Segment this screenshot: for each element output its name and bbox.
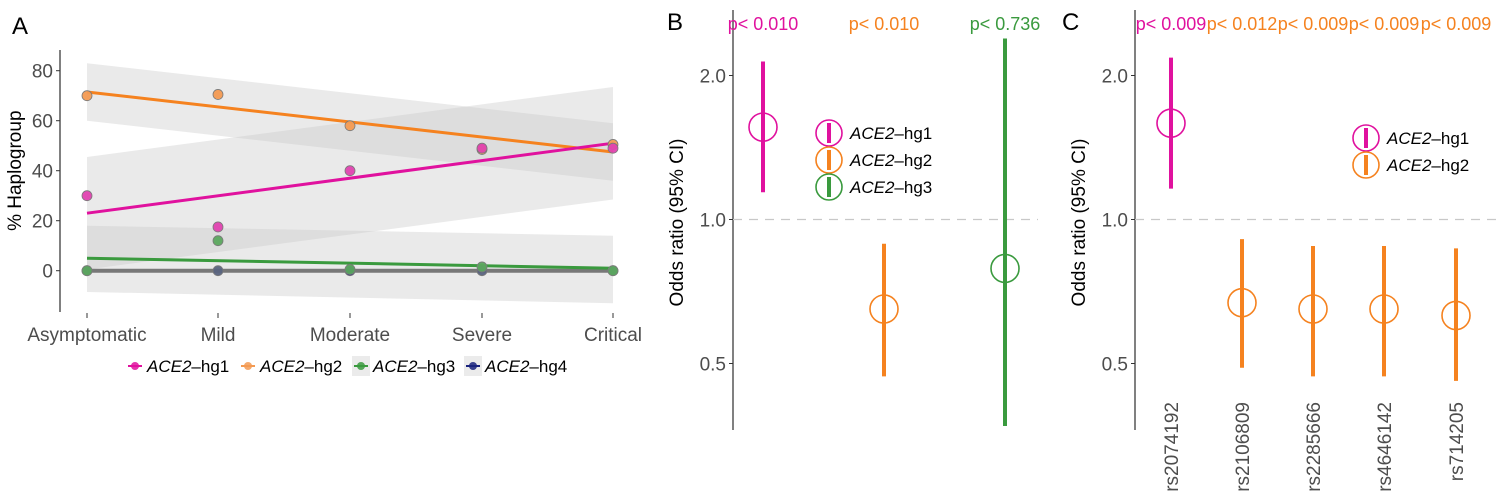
legend-label-hg3: ACE2–hg3 — [372, 357, 455, 376]
x-tick-label: Mild — [201, 325, 236, 346]
odds-ratio-point — [1369, 294, 1399, 324]
trend-line-hg3 — [86, 256, 614, 270]
legend-label-hg1: ACE2–hg1 — [146, 357, 229, 376]
legend-key-dot — [244, 362, 252, 370]
odds-ratio-point — [1227, 287, 1257, 318]
panel-b-letter: B — [667, 9, 683, 36]
legend-label: ACE2–hg2 — [849, 151, 932, 170]
data-point-hg1 — [476, 142, 488, 154]
y-axis-title: % Haplogroup — [5, 110, 26, 230]
y-tick-label: 20 — [32, 212, 53, 233]
y-tick-label: 0 — [42, 262, 53, 283]
data-point-hg2 — [344, 120, 356, 132]
panel-c: 0.5 1.0 2.0 Odds ratio (95% CI) p< 0.009 rs20… — [1069, 10, 1497, 492]
legend-key-circle — [1352, 151, 1380, 179]
x-tick-label: rs2074192 — [1162, 402, 1183, 492]
data-point-hg2 — [212, 89, 224, 100]
odds-ratio-point — [748, 112, 778, 142]
legend-label: ACE2–hg3 — [849, 178, 932, 197]
panel-a: 0 20 40 60 80 % Haplogroup Asymptomatic Mild Mod… — [5, 50, 642, 376]
odds-ratio-point — [869, 294, 899, 324]
x-tick-label: rs714205 — [1447, 402, 1468, 481]
legend-label: ACE2–hg1 — [1386, 129, 1469, 148]
x-tick-label: rs2106809 — [1233, 402, 1254, 492]
x-tick-label: Asymptomatic — [27, 325, 146, 346]
y-tick-label: 80 — [32, 62, 53, 83]
legend-label-hg2: ACE2–hg2 — [259, 357, 342, 376]
legend-key-dot — [469, 362, 477, 370]
data-point-hg2 — [81, 90, 93, 102]
data-point-hg1 — [344, 165, 356, 177]
y-tick-label: 60 — [32, 112, 53, 133]
p-value-label: p< 0.009 — [1136, 14, 1207, 34]
data-point-hg1 — [212, 221, 224, 233]
x-tick-label: rs2285666 — [1304, 402, 1325, 492]
legend-key-circle — [815, 119, 843, 147]
y-tick-label: 40 — [32, 162, 53, 183]
legend-label: ACE2–hg1 — [849, 124, 932, 143]
p-value-label: p< 0.010 — [728, 14, 799, 34]
p-value-label: p< 0.009 — [1421, 14, 1492, 34]
p-value-label: p< 0.012 — [1207, 14, 1278, 34]
p-value-label: p< 0.009 — [1278, 14, 1349, 34]
odds-ratio-point — [1156, 108, 1186, 138]
data-point-hg3 — [344, 264, 356, 275]
legend-key-dot — [131, 362, 139, 370]
legend-key-circle — [1352, 124, 1380, 152]
x-tick-label: Critical — [584, 325, 642, 346]
p-value-label: p< 0.010 — [849, 14, 920, 34]
data-point-hg1 — [607, 142, 619, 154]
panel-b: 0.5 1.0 2.0 Odds ratio (95% CI) p< 0.010 p< 0… — [667, 10, 1040, 430]
legend-key-circle — [815, 146, 843, 174]
y-tick-label: 2.0 — [700, 67, 726, 88]
data-point-hg3 — [476, 261, 488, 273]
p-value-label: p< 0.736 — [970, 14, 1041, 34]
y-tick-label: 0.5 — [1102, 355, 1128, 376]
x-tick-label: Severe — [452, 325, 512, 346]
odds-ratio-point — [1441, 300, 1471, 331]
y-axis-title: Odds ratio (95% CI) — [1069, 139, 1090, 307]
trend-line-hg1 — [86, 141, 614, 215]
y-tick-label: 2.0 — [1102, 67, 1128, 88]
legend-key-circle — [815, 173, 843, 201]
y-tick-label: 0.5 — [700, 355, 726, 376]
y-axis-title: Odds ratio (95% CI) — [667, 139, 688, 307]
data-point-hg1 — [81, 190, 93, 202]
p-value-label: p< 0.009 — [1349, 14, 1420, 34]
data-point-hg3 — [212, 235, 224, 247]
x-tick-label: rs4646142 — [1375, 402, 1396, 492]
data-point-hg4 — [212, 265, 224, 277]
data-point-hg3 — [607, 265, 619, 277]
y-tick-label: 1.0 — [1102, 211, 1128, 232]
legend-key-dot — [357, 362, 365, 370]
x-tick-label: Moderate — [310, 325, 390, 346]
legend-label: ACE2–hg2 — [1386, 156, 1469, 175]
panel-a-letter: A — [12, 13, 28, 40]
odds-ratio-point — [1298, 294, 1328, 324]
panel-c-letter: C — [1062, 9, 1079, 36]
odds-ratio-point — [990, 253, 1020, 284]
data-point-hg3 — [81, 265, 93, 277]
legend-label-hg4: ACE2–hg4 — [484, 357, 567, 376]
y-tick-label: 1.0 — [700, 211, 726, 232]
